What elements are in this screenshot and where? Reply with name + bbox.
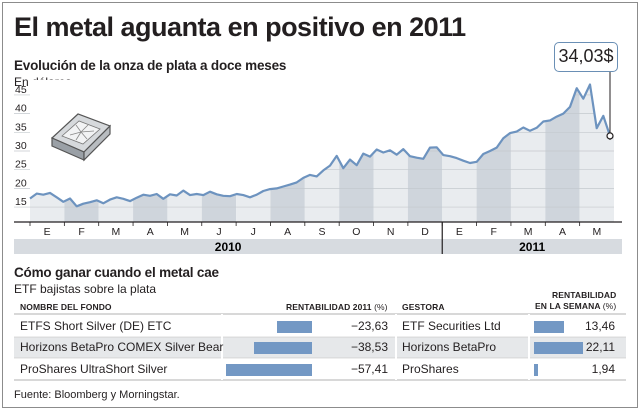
y-tick-label: 45 <box>15 84 27 96</box>
fund-name: Horizons BetaPro COMEX Silver Bear <box>20 340 224 354</box>
return-week-bar <box>534 321 564 333</box>
x-tick-label: M <box>112 226 121 238</box>
silver-bar-icon <box>50 113 112 162</box>
x-tick-label: E <box>44 226 51 238</box>
y-tick-label: 15 <box>15 196 27 208</box>
x-tick-label: A <box>559 226 566 238</box>
x-tick-label: S <box>318 226 325 238</box>
x-tick-label: M <box>524 226 533 238</box>
x-axis: E F M A M J J A S O N D E F M A M 2010 2011 <box>14 221 622 254</box>
col-header-return-year: RENTABILIDAD 2011 (%) <box>286 302 388 312</box>
y-tick-label: 30 <box>15 140 27 152</box>
x-tick-label: N <box>387 226 395 238</box>
y-tick-label: 20 <box>15 177 27 189</box>
col-header-return-week-label: EN LA SEMANA <box>535 301 601 311</box>
fund-name: ProShares UltraShort Silver <box>20 362 168 376</box>
return-week-value: 13,46 <box>584 319 615 333</box>
manager-name: ETF Securities Ltd <box>402 319 501 333</box>
etf-section-title: Cómo ganar cuando el metal cae <box>14 265 219 280</box>
manager-name: ProShares <box>402 362 459 376</box>
chart-title: Evolución de la onza de plata a doce mes… <box>14 58 287 73</box>
col-header-manager: GESTORA <box>402 302 445 312</box>
return-year-bar <box>225 364 312 376</box>
col-header-return-year-label: RENTABILIDAD 2011 <box>286 302 372 312</box>
return-week-value: 22,11 <box>585 340 615 354</box>
year-label: 2011 <box>519 240 545 254</box>
return-year-bar <box>276 321 312 333</box>
manager-name: Horizons BetaPro <box>402 340 497 354</box>
year-band <box>14 239 622 254</box>
col-header-fund: NOMBRE DEL FONDO <box>20 302 112 312</box>
x-tick-label: J <box>216 226 221 238</box>
x-tick-label: D <box>421 226 429 238</box>
area-above-mask <box>30 80 614 207</box>
page-title: El metal aguanta en positivo en 2011 <box>14 12 466 42</box>
y-tick-label: 35 <box>15 121 27 133</box>
last-value-point <box>606 132 614 140</box>
return-week-value: 1,94 <box>591 362 615 376</box>
col-header-return-year-unit: (%) <box>374 302 388 312</box>
return-week-bar <box>534 364 539 376</box>
return-year-value: −38,53 <box>350 340 388 354</box>
col-header-return-week-line1: RENTABILIDAD <box>552 290 617 300</box>
y-axis-ticks: 15 20 25 30 35 40 45 <box>15 84 27 208</box>
col-header-return-week: EN LA SEMANA (%) <box>535 301 616 311</box>
y-tick-label: 40 <box>15 103 27 115</box>
return-year-bar <box>254 342 312 354</box>
x-tick-label: F <box>78 226 84 238</box>
x-tick-label: J <box>251 226 256 238</box>
return-week-bar <box>534 342 583 354</box>
x-tick-label: F <box>491 226 497 238</box>
last-value-callout: 34,03$ <box>554 42 618 72</box>
year-label: 2010 <box>215 240 242 254</box>
x-tick-label: A <box>147 226 154 238</box>
x-tick-label: M <box>180 226 189 238</box>
col-header-return-week-unit: (%) <box>602 301 617 311</box>
y-tick-label: 25 <box>15 159 27 171</box>
price-line <box>29 83 612 208</box>
etf-section-subtitle: ETF bajistas sobre la plata <box>14 282 157 296</box>
return-year-value: −57,41 <box>350 362 388 376</box>
fund-name: ETFS Short Silver (DE) ETC <box>20 319 172 333</box>
x-tick-label: A <box>284 226 291 238</box>
x-tick-label: E <box>456 226 463 238</box>
x-tick-label: O <box>352 226 360 238</box>
x-tick-label: M <box>592 226 601 238</box>
return-year-value: −23,63 <box>350 319 388 333</box>
source-note: Fuente: Bloomberg y Morningstar. <box>14 389 180 401</box>
